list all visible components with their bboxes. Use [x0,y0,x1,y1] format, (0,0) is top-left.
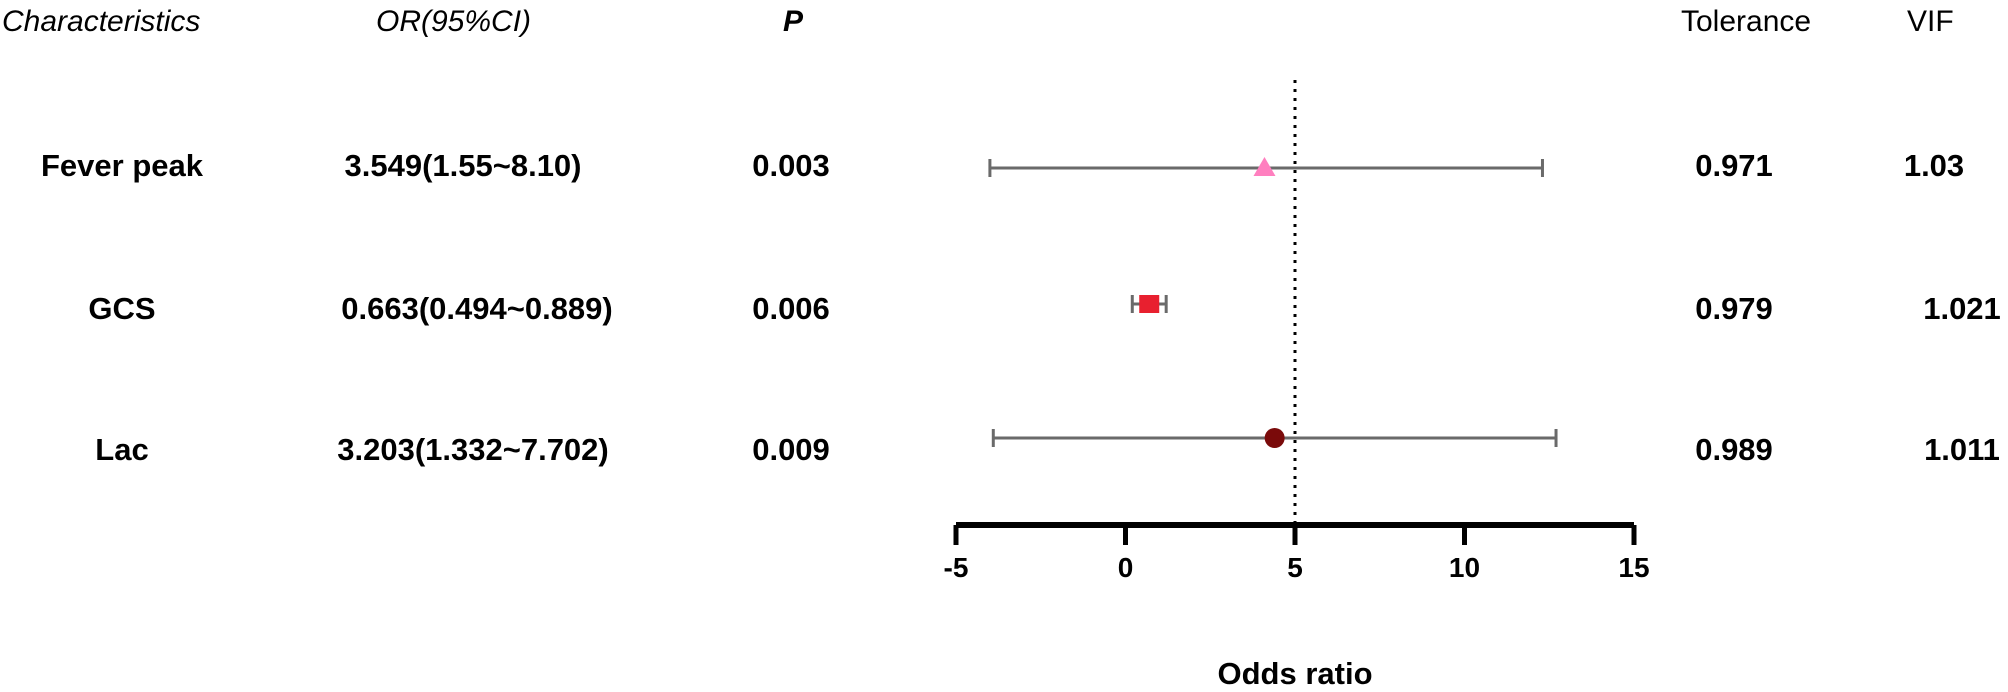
row-tolerance: 0.979 [1695,291,1773,326]
point-estimate-square [1139,295,1160,313]
header-characteristics: Characteristics [2,5,201,38]
row-or-ci: 3.203(1.332~7.702) [337,432,609,467]
x-tick-label: 0 [1118,552,1134,583]
row-p-value: 0.006 [752,291,830,326]
row-tolerance: 0.971 [1695,148,1773,183]
row-name: Fever peak [41,148,203,183]
x-tick-label: 15 [1618,552,1649,583]
x-tick-label: 5 [1287,552,1303,583]
x-tick-label: 10 [1449,552,1480,583]
row-name: GCS [88,291,156,326]
row-vif: 1.011 [1924,432,2000,467]
row-p-value: 0.009 [752,432,830,467]
x-axis-label: Odds ratio [1217,656,1372,691]
header-p: P [783,5,804,38]
x-tick-label: -5 [944,552,969,583]
row-p-value: 0.003 [752,148,830,183]
row-or-ci: 0.663(0.494~0.889) [341,291,613,326]
row-or-ci: 3.549(1.55~8.10) [344,148,582,183]
row-name: Lac [95,432,149,467]
point-estimate-triangle [1253,157,1276,176]
row-vif: 1.021 [1923,291,2001,326]
header-tolerance: Tolerance [1681,5,1812,38]
header-vif: VIF [1907,5,1954,38]
header-or-ci: OR(95%CI) [376,5,532,38]
row-tolerance: 0.989 [1695,432,1773,467]
point-estimate-circle [1264,428,1285,448]
row-vif: 1.03 [1903,148,1965,183]
